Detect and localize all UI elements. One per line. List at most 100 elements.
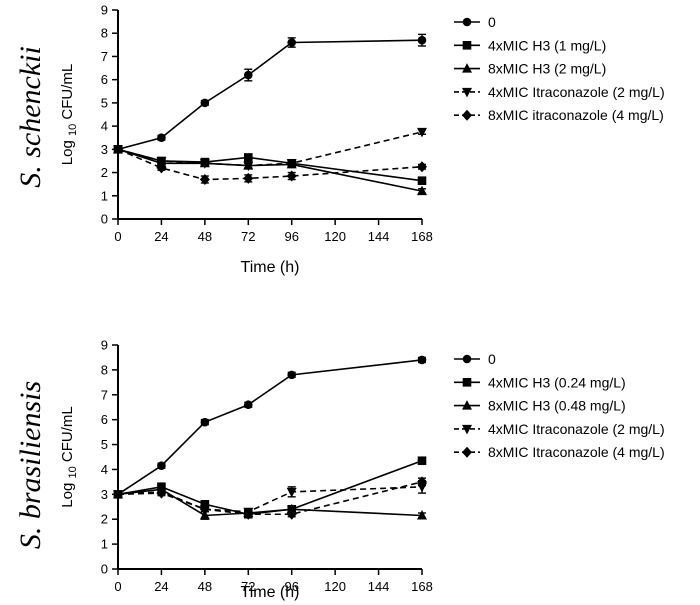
y-axis-title-sub: 10 [67, 466, 79, 478]
legend-item: 8xMIC H3 (2 mg/L) [454, 61, 606, 77]
y-tick-label: 0 [101, 212, 108, 227]
data-point [286, 170, 297, 182]
legend-item: 0 [454, 351, 496, 367]
series-5 [113, 476, 427, 520]
data-point [113, 143, 123, 155]
x-tick-label: 144 [368, 579, 390, 594]
data-point [157, 461, 166, 471]
x-tick-label: 72 [241, 229, 255, 244]
data-point [286, 487, 297, 498]
y-tick-label: 6 [101, 72, 108, 87]
legend-marker [462, 109, 472, 121]
series-line [117, 488, 423, 517]
x-axis-title: Time (h) [241, 584, 300, 601]
chart-panel-2: 0 1 2 3 4 5 6 7 8 9 0 24 48 72 96 120 144 168 Time (h) Log … [14, 338, 665, 602]
data-point [243, 400, 253, 410]
x-tick-label: 96 [284, 579, 298, 594]
species-title: S. schenckii [14, 46, 47, 188]
data-point [200, 417, 210, 427]
x-tick-label: 0 [114, 229, 121, 244]
legend-marker [462, 446, 472, 458]
data-point [243, 153, 253, 162]
data-point [199, 503, 210, 515]
data-point [156, 162, 167, 174]
y-tick-label: 2 [101, 165, 108, 180]
series-line [117, 39, 423, 151]
series-5 [113, 143, 427, 186]
series-line [117, 481, 423, 516]
x-axis-title: Time (h) [241, 259, 300, 276]
series-4 [113, 127, 427, 172]
data-point [417, 35, 427, 45]
data-point [417, 476, 427, 488]
data-point [417, 509, 427, 520]
x-tick-label: 120 [324, 579, 346, 594]
series-line [117, 486, 423, 513]
y-axis-title-log: Log [59, 479, 76, 508]
legend-marker [462, 354, 472, 364]
legend-label: 4xMIC H3 (0.24 mg/L) [488, 374, 626, 390]
y-axis-title-log: Log [59, 136, 76, 165]
legend-item: 8xMIC itraconazole (4 mg/L) [454, 107, 664, 123]
legend-marker [462, 17, 472, 27]
legend-label: 4xMIC H3 (1 mg/L) [488, 37, 606, 53]
data-point [157, 133, 166, 143]
legend-marker [462, 424, 472, 435]
data-point [417, 355, 427, 365]
legend-label: 8xMIC itraconazole (4 mg/L) [488, 107, 664, 123]
legend-label: 4xMIC Itraconazole (2 mg/L) [488, 421, 665, 437]
y-tick-label: 0 [101, 562, 108, 577]
y-tick-label: 4 [101, 462, 108, 477]
data-point [417, 456, 427, 466]
y-axis-title: Log 10 CFU/mL [59, 406, 79, 507]
y-tick-label: 4 [101, 119, 108, 134]
data-point [243, 161, 254, 172]
y-axis-title-unit: CFU/mL [59, 406, 76, 466]
y-tick-label: 8 [101, 26, 108, 41]
x-tick-label: 168 [411, 229, 433, 244]
data-point [417, 176, 427, 185]
legend-label: 8xMIC H3 (0.48 mg/L) [488, 398, 626, 414]
data-point [287, 38, 297, 47]
y-axis-title-sub: 10 [67, 124, 79, 136]
legend-item: 8xMIC H3 (0.48 mg/L) [454, 398, 626, 414]
y-tick-label: 7 [101, 387, 108, 402]
y-tick-label: 5 [101, 437, 108, 452]
data-point [199, 159, 210, 169]
x-tick-label: 120 [324, 229, 346, 244]
y-axis-title: Log 10 CFU/mL [59, 64, 79, 165]
data-point [156, 156, 167, 167]
data-point [417, 127, 427, 138]
data-point [417, 185, 427, 196]
legend-label: 0 [488, 14, 496, 30]
series-line [117, 459, 423, 516]
legend-item: 4xMIC H3 (1 mg/L) [454, 37, 606, 53]
y-tick-label: 2 [101, 512, 108, 527]
chart-panel-1: 0 1 2 3 4 5 6 7 8 9 0 24 48 72 96 120 144 168 Time (h) Log … [14, 3, 665, 277]
data-point [243, 508, 254, 520]
y-tick-label: 1 [101, 188, 108, 203]
legend-item: 0 [454, 14, 496, 30]
data-point [113, 488, 123, 500]
y-tick-label: 1 [101, 537, 108, 552]
data-point [417, 161, 427, 173]
legend-marker [462, 63, 472, 73]
data-point [243, 172, 254, 184]
y-tick-label: 5 [101, 95, 108, 110]
data-point [286, 508, 297, 520]
y-tick-label: 8 [101, 362, 108, 377]
legend-label: 8xMIC H3 (2 mg/L) [488, 61, 606, 77]
legend-item: 4xMIC Itraconazole (2 mg/L) [454, 84, 665, 100]
legend-marker [462, 41, 472, 50]
x-tick-label: 72 [241, 579, 255, 594]
y-tick-label: 9 [101, 3, 108, 18]
series-line [117, 148, 423, 182]
x-tick-label: 48 [198, 229, 212, 244]
legend-item: 4xMIC H3 (0.24 mg/L) [454, 374, 626, 390]
series-1 [113, 355, 427, 499]
species-title: S. brasiliensis [14, 381, 47, 549]
legend-marker [462, 87, 472, 98]
data-point [243, 70, 253, 80]
x-tick-label: 168 [411, 579, 433, 594]
